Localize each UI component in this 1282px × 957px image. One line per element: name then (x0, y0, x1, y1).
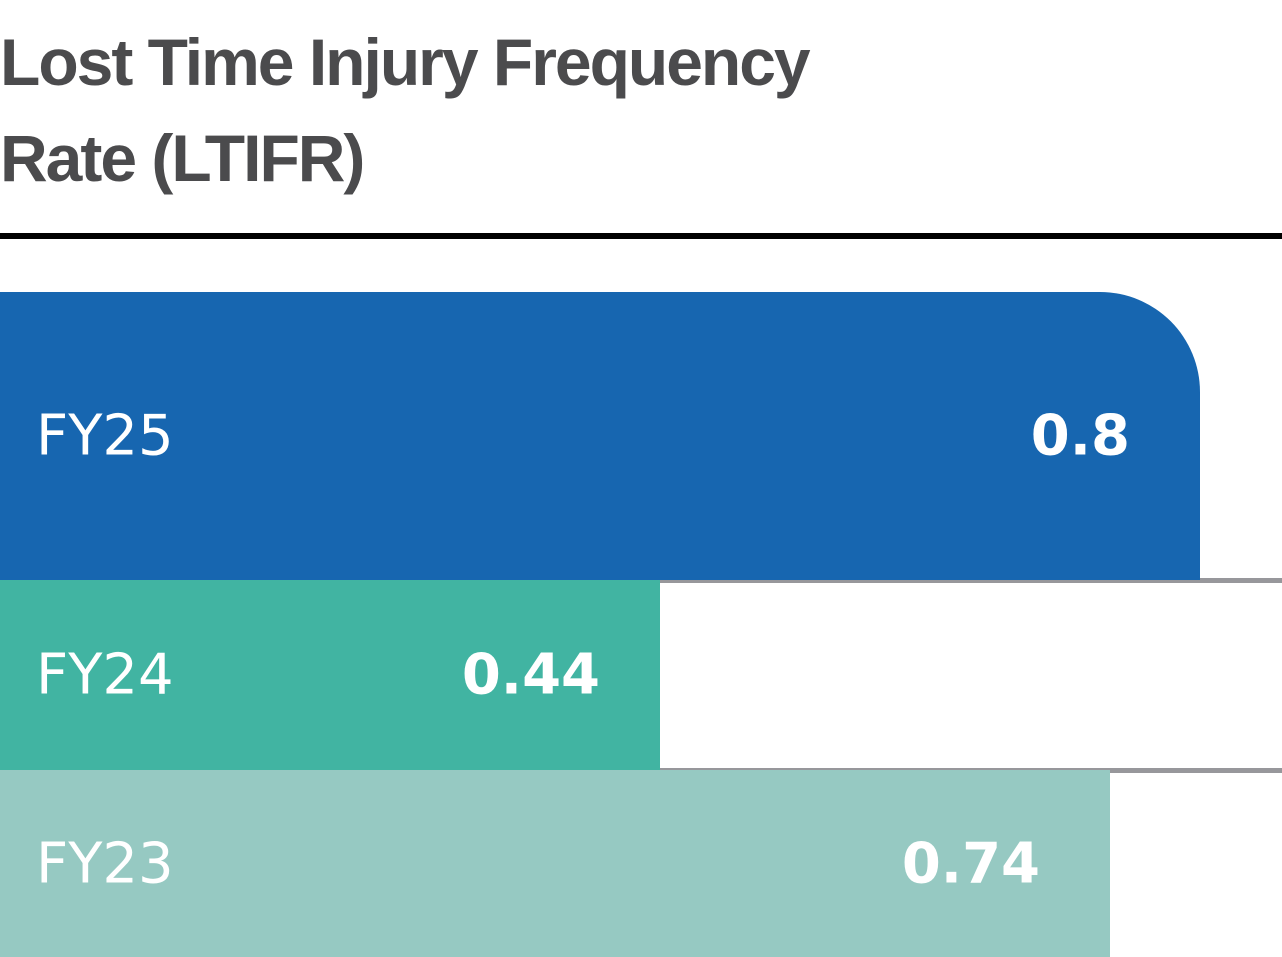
bar-value-label: 0.44 (461, 642, 600, 708)
bar-category-label: FY23 (36, 831, 174, 896)
bar-category-label: FY25 (36, 403, 174, 469)
bar-value-label: 0.74 (901, 831, 1040, 896)
title-underline (0, 233, 1282, 239)
chart-title: Lost Time Injury Frequency Rate (LTIFR) (0, 25, 811, 195)
bar-fy25: FY25 0.8 (0, 292, 1200, 580)
bar-fy23: FY23 0.74 (0, 770, 1110, 957)
bar-category-label: FY24 (36, 642, 174, 708)
bar-value-label: 0.8 (1030, 403, 1130, 469)
bar-fy24: FY24 0.44 (0, 580, 660, 770)
